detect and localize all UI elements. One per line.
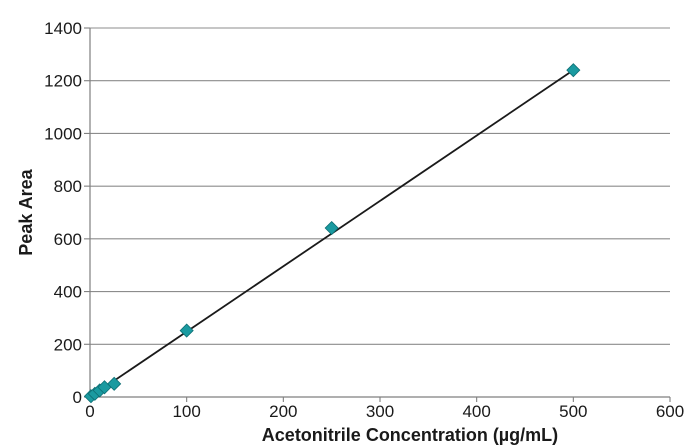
y-axis-title: Peak Area bbox=[16, 168, 36, 255]
data-point bbox=[324, 220, 339, 236]
x-axis-title: Acetonitrile Concentration (µg/mL) bbox=[262, 425, 558, 445]
y-tick-label: 400 bbox=[54, 283, 82, 302]
y-tick-label: 600 bbox=[54, 230, 82, 249]
x-tick-label: 500 bbox=[559, 402, 587, 421]
x-tick-label: 300 bbox=[366, 402, 394, 421]
x-tick-label: 0 bbox=[85, 402, 94, 421]
data-points bbox=[83, 63, 581, 404]
x-tick-label: 400 bbox=[462, 402, 490, 421]
x-tick-label: 200 bbox=[269, 402, 297, 421]
y-tick-label: 1400 bbox=[44, 19, 82, 38]
y-tick-label: 200 bbox=[54, 335, 82, 354]
x-tick-label: 100 bbox=[172, 402, 200, 421]
grid-lines bbox=[90, 27, 670, 345]
y-tick-label: 800 bbox=[54, 177, 82, 196]
x-tick-label: 600 bbox=[656, 402, 684, 421]
y-tick-label: 1200 bbox=[44, 72, 82, 91]
data-point bbox=[179, 323, 194, 338]
data-point bbox=[107, 376, 122, 391]
axes bbox=[89, 28, 670, 398]
y-tick-label: 0 bbox=[73, 388, 82, 407]
y-tick-label: 1000 bbox=[44, 124, 82, 143]
y-tick-labels: 0 200 400 600 800 1000 1200 1400 bbox=[44, 19, 90, 407]
x-tick-labels: 0 100 200 300 400 500 600 bbox=[85, 397, 684, 421]
data-point bbox=[566, 63, 581, 78]
